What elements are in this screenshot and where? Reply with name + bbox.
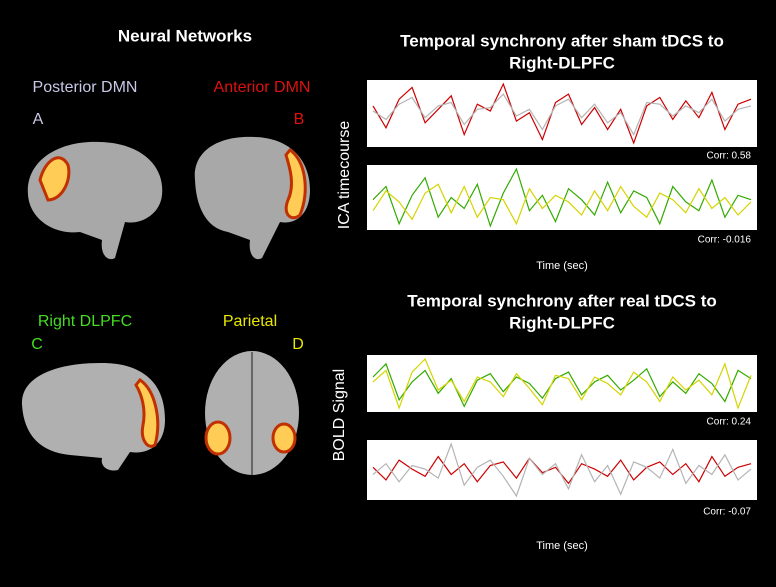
corr-label: Corr: -0.016 bbox=[698, 235, 752, 246]
panel-title: Temporal synchrony after sham tDCS to bbox=[400, 31, 724, 50]
network-letter: A bbox=[33, 111, 44, 128]
network-letter: B bbox=[294, 111, 305, 128]
network-letter: C bbox=[31, 336, 43, 353]
y-axis-label: BOLD Signal bbox=[331, 369, 348, 462]
panel-title: Temporal synchrony after real tDCS to bbox=[407, 291, 717, 310]
network-label: Anterior DMN bbox=[214, 79, 311, 96]
x-axis-label: Time (sec) bbox=[536, 260, 588, 272]
network-label: Posterior DMN bbox=[33, 79, 138, 96]
corr-label: Corr: 0.24 bbox=[707, 417, 752, 428]
corr-label: Corr: 0.58 bbox=[707, 151, 752, 162]
network-label: Parietal bbox=[223, 313, 277, 330]
y-axis-label: ICA timecourse bbox=[336, 121, 353, 230]
brain-d bbox=[205, 351, 299, 475]
panel-title: Right-DLPFC bbox=[509, 313, 615, 332]
networks-title: Neural Networks bbox=[118, 26, 252, 45]
plot-area bbox=[367, 165, 757, 230]
panel-title: Right-DLPFC bbox=[509, 53, 615, 72]
network-letter: D bbox=[292, 336, 304, 353]
network-label: Right DLPFC bbox=[38, 313, 132, 330]
plot-area bbox=[367, 355, 757, 412]
figure: Neural Networks Posterior DMN A Anterior D… bbox=[0, 0, 776, 587]
plot-area bbox=[367, 80, 757, 147]
corr-label: Corr: -0.07 bbox=[703, 507, 751, 518]
x-axis-label: Time (sec) bbox=[536, 540, 588, 552]
